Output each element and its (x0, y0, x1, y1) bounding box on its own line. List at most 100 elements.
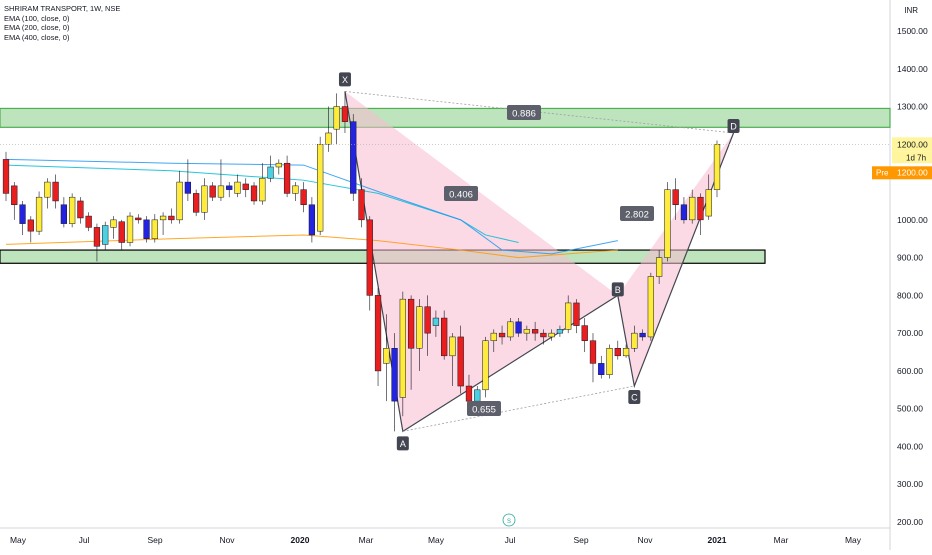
candle-body (35, 196, 43, 232)
candle-body (275, 162, 282, 168)
candle-body (515, 321, 522, 334)
y-tick-label: 1300.00 (897, 102, 928, 112)
ratio-ac-box (467, 401, 501, 416)
candle-body (647, 276, 654, 338)
candle-body (358, 189, 365, 221)
candle-body (341, 106, 349, 122)
x-tick-label: Nov (637, 535, 653, 545)
candle-body (490, 332, 497, 341)
x-tick-label: Nov (219, 535, 235, 545)
candle-body (2, 159, 10, 194)
candle-body (705, 189, 712, 217)
candle-body (391, 348, 398, 402)
candle-body (292, 185, 299, 194)
candle-body (664, 189, 671, 258)
x-tick-label: Sep (147, 535, 162, 545)
candles-group (2, 91, 721, 432)
pattern-bcd (617, 132, 734, 387)
candle-body (234, 181, 241, 194)
x-tick-label: May (428, 535, 445, 545)
y-tick-label: 1400.00 (897, 64, 928, 74)
candle-body (168, 215, 175, 221)
candle-body (151, 219, 158, 239)
ema-100-legend: EMA (100, close, 0) (4, 13, 70, 23)
candle-body (250, 185, 258, 202)
ema-200-legend: EMA (200, close, 0) (4, 23, 70, 32)
y-tick-label: 400.00 (897, 441, 923, 451)
logo-icon (502, 513, 516, 527)
candle-body (606, 348, 613, 375)
candle-body (424, 306, 431, 334)
point-A-label: A (400, 439, 406, 449)
candle-body (44, 181, 51, 198)
candle-body (573, 302, 580, 326)
candle-body (672, 189, 679, 205)
point-X-label: X (342, 75, 348, 85)
candle-body (474, 389, 481, 402)
candle-body (317, 144, 324, 232)
candle-body (639, 332, 646, 338)
ema-400-legend: EMA (400, close, 0) (4, 32, 70, 42)
candle-body (77, 200, 84, 219)
candle-body (267, 166, 274, 179)
candle-body (548, 332, 555, 338)
candle-body (193, 193, 200, 213)
candle-body (383, 348, 390, 364)
ema-line-0 (5, 164, 519, 243)
chart-legend: SHRIRAM TRANSPORT, 1W, NSE EMA (100, clo… (4, 4, 120, 42)
candle-body (399, 298, 406, 398)
candle-body (217, 185, 225, 198)
x-tick-label: Mar (359, 535, 374, 545)
ac-line (402, 385, 635, 432)
y-tick-label: 800.00 (897, 290, 923, 300)
candle-body (614, 348, 621, 357)
ratio-bd-box (620, 206, 654, 221)
x-tick-label: Jul (505, 535, 516, 545)
candle-body (441, 317, 448, 357)
candle-body (259, 178, 266, 202)
candle-body (655, 257, 663, 277)
candle-body (60, 204, 68, 224)
candle-body (589, 340, 597, 364)
candle-body (69, 196, 76, 224)
candle-body (300, 189, 307, 205)
candle-body (697, 196, 704, 221)
candle-body (689, 196, 696, 221)
candle-body (110, 219, 117, 228)
candle-body (449, 336, 456, 357)
symbol-title: SHRIRAM TRANSPORT, 1W, NSE (4, 4, 121, 13)
ratio-bd-label: 2.802 (625, 210, 649, 221)
candle-body (540, 332, 547, 338)
candle-body (201, 185, 208, 213)
y-tick-label: 1000.00 (897, 215, 928, 225)
pre-price-label: 1200.00 (897, 167, 928, 177)
x-tick-label: May (845, 535, 862, 545)
ratio-xb-label: 0.886 (512, 109, 536, 120)
y-tick-label: 200.00 (897, 517, 923, 527)
candle-body (622, 348, 630, 357)
point-B-box (611, 282, 624, 297)
candle-body (85, 215, 92, 228)
candle-body (143, 219, 150, 239)
candle-body (482, 340, 489, 391)
candle-body (366, 219, 373, 296)
candle-body (631, 332, 638, 349)
candle-body (680, 204, 688, 221)
candle-body (184, 181, 192, 194)
y-tick-label: 300.00 (897, 479, 923, 489)
candle-body (159, 215, 167, 221)
x-tick-label: 2021 (708, 535, 727, 545)
candle-body (308, 204, 316, 236)
point-C-label: C (631, 393, 638, 403)
y-tick-label: 500.00 (897, 404, 923, 414)
candle-body (556, 329, 564, 334)
candle-body (325, 132, 332, 145)
ema-line-2 (5, 234, 618, 259)
candle-body (27, 219, 34, 232)
candle-body (498, 332, 506, 338)
xd-line (344, 91, 734, 134)
x-tick-label: Mar (774, 535, 789, 545)
candle-body (242, 183, 249, 190)
